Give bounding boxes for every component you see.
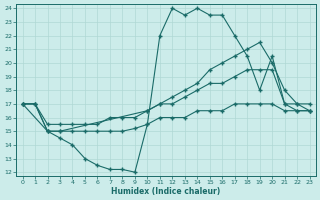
X-axis label: Humidex (Indice chaleur): Humidex (Indice chaleur)	[111, 187, 221, 196]
